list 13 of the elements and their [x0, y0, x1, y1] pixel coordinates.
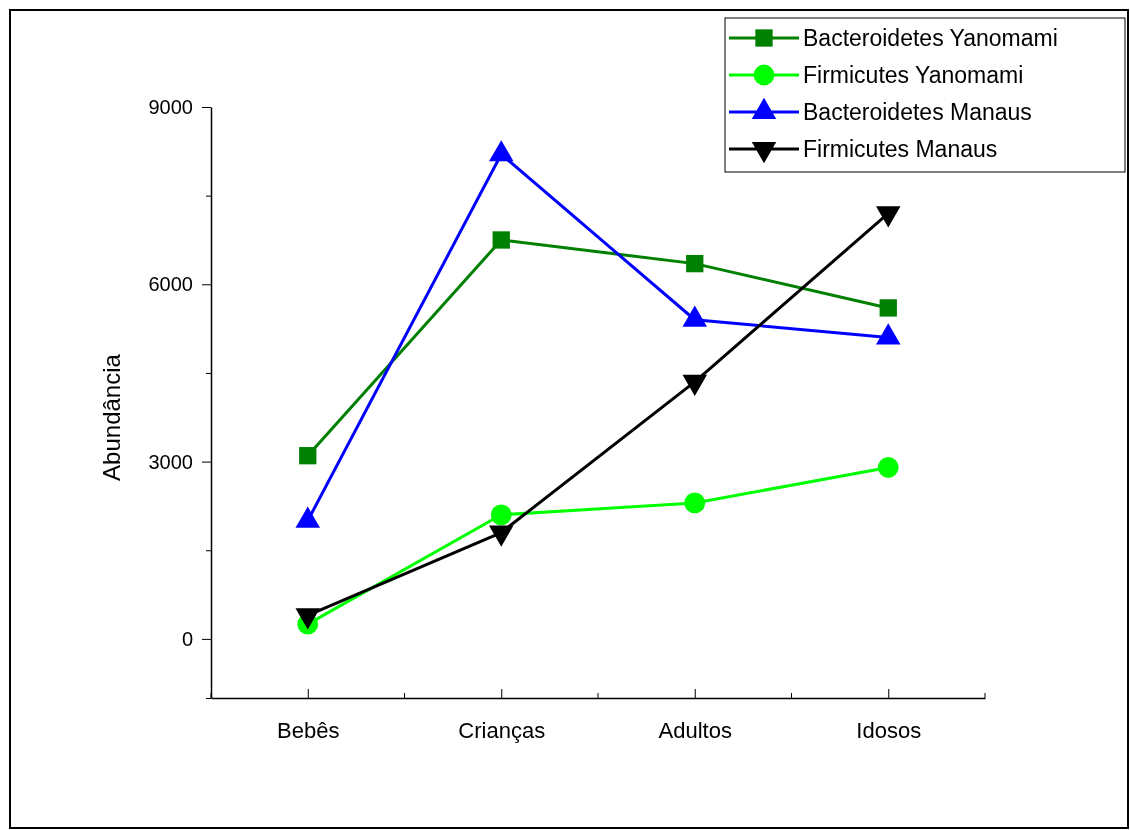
x-tick-label: Crianças [458, 717, 546, 743]
legend-label: Bacteroidetes Yanomami [803, 25, 1058, 51]
y-tick-label: 3000 [148, 450, 193, 473]
legend-label: Firmicutes Manaus [803, 136, 998, 162]
legend-label: Bacteroidetes Manaus [803, 99, 1032, 125]
x-tick-label: Bebês [277, 717, 340, 743]
x-tick-label: Adultos [658, 717, 732, 743]
y-axis-title: Abundância [98, 353, 125, 481]
y-tick-label: 9000 [148, 95, 193, 118]
y-tick-label: 0 [181, 627, 193, 650]
y-tick-label: 6000 [148, 273, 193, 296]
x-tick-label: Idosos [856, 717, 922, 743]
legend-label: Firmicutes Yanomami [803, 62, 1024, 88]
